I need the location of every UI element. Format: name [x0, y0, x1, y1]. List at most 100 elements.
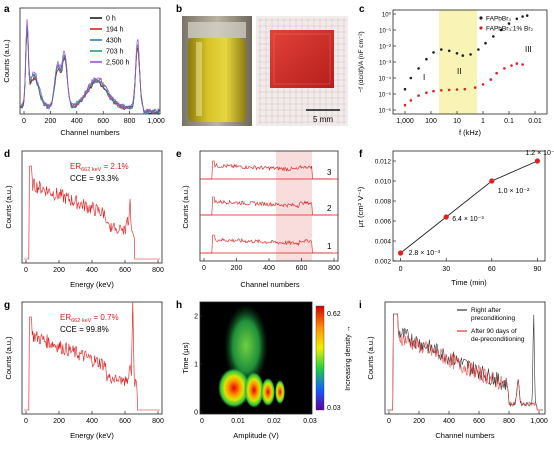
panel-g: g Counts (a.u.) Energy (keV) 0 200 400 600 8… [0, 296, 170, 444]
panel-d-plot: d Counts (a.u.) Energy (keV) 0 200 400 600 8… [4, 149, 164, 289]
panel-h-ylabel: Time (μs) [181, 342, 190, 374]
panel-c-point [507, 22, 511, 25]
panel-a-xtick-label: 600 [97, 118, 109, 125]
panel-f-xtick-label: 30 [442, 266, 450, 273]
panel-i-spectrum-depreconditioning [387, 313, 543, 411]
panel-c-ytick-label: 10⁰ [382, 12, 392, 19]
panel-c-point [447, 49, 451, 53]
panel-c-point [515, 62, 519, 65]
panel-c-point [521, 15, 524, 18]
panel-h-yticks: 2 1 0 [194, 314, 203, 417]
panel-c-point [409, 76, 413, 80]
panel-a-xticks: 0 200 400 600 800 1,000 [22, 111, 165, 125]
panel-a-xtick-label: 400 [71, 118, 83, 125]
region-II-label: II [457, 67, 461, 76]
panel-f-xticks: 0 30 60 90 [399, 258, 542, 273]
panel-f-ylabel: μτ (cm² V⁻¹) [356, 186, 365, 227]
panel-i-xtick-label: 400 [443, 418, 455, 425]
panel-c-ytick-label: 10⁻¹ [379, 29, 391, 35]
trace-label-3: 3 [327, 168, 332, 177]
panel-c-point [403, 87, 407, 91]
panel-f: f μτ (cm² V⁻¹) Time (min) 0.002 0.004 0.00… [355, 145, 554, 293]
panel-a-curve [19, 19, 161, 115]
panel-f-xtick-label: 60 [488, 266, 496, 273]
panel-g-xtick-label: 400 [86, 418, 98, 425]
panel-c-yticks: 10⁰ 10⁻¹ 10⁻² 10⁻³ 10⁻⁴ 10⁻⁵ 10⁻⁶ [379, 12, 396, 115]
panel-c-point [447, 88, 451, 92]
scalebar-label: 5 mm [313, 115, 333, 124]
panel-e-xtick-label: 400 [263, 265, 275, 272]
panel-a-xtick-label: 0 [22, 118, 26, 125]
heatmap-peak-1 [218, 368, 250, 408]
red-crystal [270, 30, 334, 88]
panel-f-plot: f μτ (cm² V⁻¹) Time (min) 0.0020.0040.00… [356, 149, 554, 287]
panel-c-legend-marker [479, 26, 483, 30]
panel-h-xtick-label: 0 [200, 418, 204, 425]
panel-c-legend-label: FAPbBr₃ [486, 16, 511, 23]
panel-d-xticks: 0 200 400 600 800 [24, 260, 164, 274]
panel-c-ytick-label: 10⁻³ [379, 61, 391, 67]
panel-a-axes [19, 7, 161, 115]
panel-d-cce: CCE = 93.3% [70, 174, 119, 183]
panel-g-ylabel: Counts (a.u.) [4, 336, 13, 380]
panel-c-ytick-label: 10⁻⁶ [379, 108, 392, 115]
panel-c-point [499, 28, 503, 32]
panel-f-xtick-label: 90 [534, 266, 542, 273]
panel-c-point [403, 103, 407, 107]
panel-h-ytick-label: 1 [194, 362, 198, 369]
panel-a-legend-label: 2,500 h [106, 60, 129, 67]
panel-d-xtick-label: 0 [24, 267, 28, 274]
legend-label-2a: After 90 days of [471, 328, 517, 335]
panel-f-point [443, 214, 449, 220]
panel-e-plot: e Counts (a.u.) Channel numbers 0 200 400 6… [176, 149, 340, 289]
panel-g-xlabel: Energy (keV) [70, 431, 114, 440]
panel-g-plot: g Counts (a.u.) Energy (keV) 0 200 400 600 8… [4, 300, 164, 440]
panel-b-label: b [176, 4, 182, 15]
panel-d-xlabel: Energy (keV) [70, 280, 114, 289]
panel-c-point [489, 78, 493, 81]
panel-c-xtick-label: 1,000 [396, 118, 414, 125]
colorbar [315, 305, 325, 411]
panel-a-xtick-label: 1,000 [147, 118, 165, 125]
panel-e-traces [200, 160, 338, 254]
panel-h-xtick-label: 0.01 [231, 418, 245, 425]
panel-f-yticks: 0.002 0.004 0.006 0.008 0.010 0.012 [375, 159, 396, 266]
colorbar-label: Increasing density → [345, 325, 352, 390]
panel-a-legend-label: 0 h [106, 16, 116, 23]
panel-d-xtick-label: 200 [53, 267, 65, 274]
panel-a-curve [19, 29, 161, 115]
panel-f-point [489, 178, 495, 184]
panel-c-point [484, 41, 487, 45]
panel-g-xticks: 0 200 400 600 800 [24, 411, 164, 425]
panel-c-point [469, 53, 472, 56]
panel-i-xtick-label: 200 [413, 418, 425, 425]
panel-c-xtick-label: 0.01 [528, 118, 542, 125]
panel-f-line [400, 160, 538, 254]
panel-g-er: ER662 keV = 0.7% [60, 313, 119, 324]
panel-d-xtick-label: 600 [119, 267, 131, 274]
panel-a-legend-label: 703 h [106, 49, 124, 56]
panel-e-xlabel: Channel numbers [240, 280, 299, 289]
panel-e-xticks: 0 200 400 600 800 [202, 258, 340, 272]
panel-g-label: g [4, 300, 10, 311]
panel-c-points [403, 14, 529, 107]
panel-a-legend-label: 430h [106, 38, 122, 45]
panel-c-label: c [359, 4, 365, 15]
panel-g-cce: CCE = 99.8% [60, 325, 109, 334]
panel-f-xlabel: Time (min) [451, 278, 487, 287]
panel-c-point [477, 48, 480, 51]
panel-e-trace [202, 160, 332, 180]
vial-glass-top [188, 22, 246, 38]
panel-c-legend-label: FAPbBr₃:1% Br₂ [486, 26, 534, 33]
region-II-band [439, 10, 477, 114]
panel-c-point [481, 83, 485, 86]
panel-c-point [425, 91, 428, 94]
panel-c-point [503, 67, 506, 70]
panel-c-point [461, 54, 465, 57]
legend-label-2b: de-preconditioning [471, 336, 525, 343]
panel-e-trace [202, 234, 332, 254]
panel-a-legend: 0 h 194 h 430h 703 h 2,500 h [90, 16, 129, 67]
heatmap-peak-4 [275, 380, 285, 404]
panel-e-xtick-label: 200 [231, 265, 243, 272]
panel-e-xtick-label: 0 [202, 265, 206, 272]
